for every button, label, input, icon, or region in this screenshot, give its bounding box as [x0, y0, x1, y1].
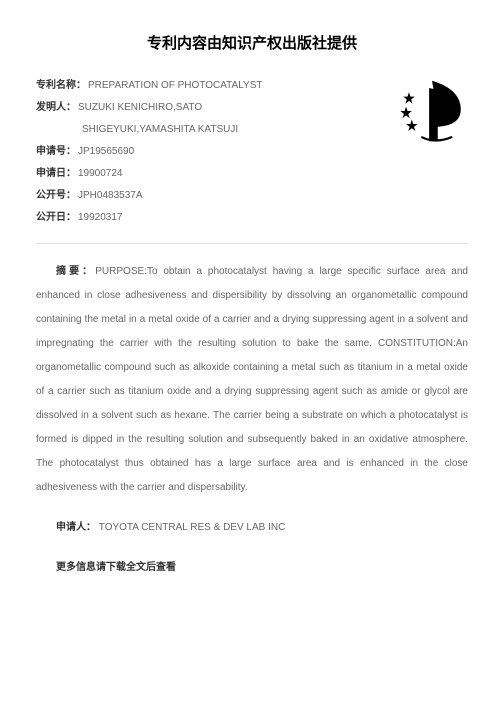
- pub-date-label: 公开日：: [36, 207, 76, 229]
- app-date-value: 19900724: [78, 163, 123, 185]
- applicant-value: TOYOTA CENTRAL RES & DEV LAB INC: [99, 522, 286, 533]
- more-info-text: 更多信息请下载全文后查看: [56, 558, 468, 573]
- header-section: 专利名称： PREPARATION OF PHOTOCATALYST 发明人： …: [36, 75, 468, 229]
- inventor-value-1: SUZUKI KENICHIRO,SATO: [78, 97, 202, 119]
- applicant-row: 申请人： TOYOTA CENTRAL RES & DEV LAB INC: [36, 516, 468, 540]
- pub-date-value: 19920317: [78, 207, 123, 229]
- pub-no-label: 公开号：: [36, 185, 76, 207]
- app-date-label: 申请日：: [36, 163, 76, 185]
- divider: [36, 243, 468, 244]
- app-date-row: 申请日： 19900724: [36, 163, 468, 185]
- abstract-section: 摘要：PURPOSE:To obtain a photocatalyst hav…: [36, 260, 468, 500]
- page-title: 专利内容由知识产权出版社提供: [36, 32, 468, 53]
- abstract-text: PURPOSE:To obtain a photocatalyst having…: [36, 266, 468, 493]
- pub-no-value: JPH0483537A: [78, 185, 143, 207]
- app-no-value: JP19565690: [78, 141, 134, 163]
- applicant-label: 申请人：: [56, 522, 96, 533]
- patent-name-value: PREPARATION OF PHOTOCATALYST: [88, 75, 262, 97]
- ip-logo: [396, 75, 468, 147]
- app-no-label: 申请号：: [36, 141, 76, 163]
- pub-no-row: 公开号： JPH0483537A: [36, 185, 468, 207]
- abstract-label: 摘要：: [56, 266, 95, 277]
- patent-name-label: 专利名称：: [36, 75, 86, 97]
- inventor-label: 发明人：: [36, 97, 76, 119]
- pub-date-row: 公开日： 19920317: [36, 207, 468, 229]
